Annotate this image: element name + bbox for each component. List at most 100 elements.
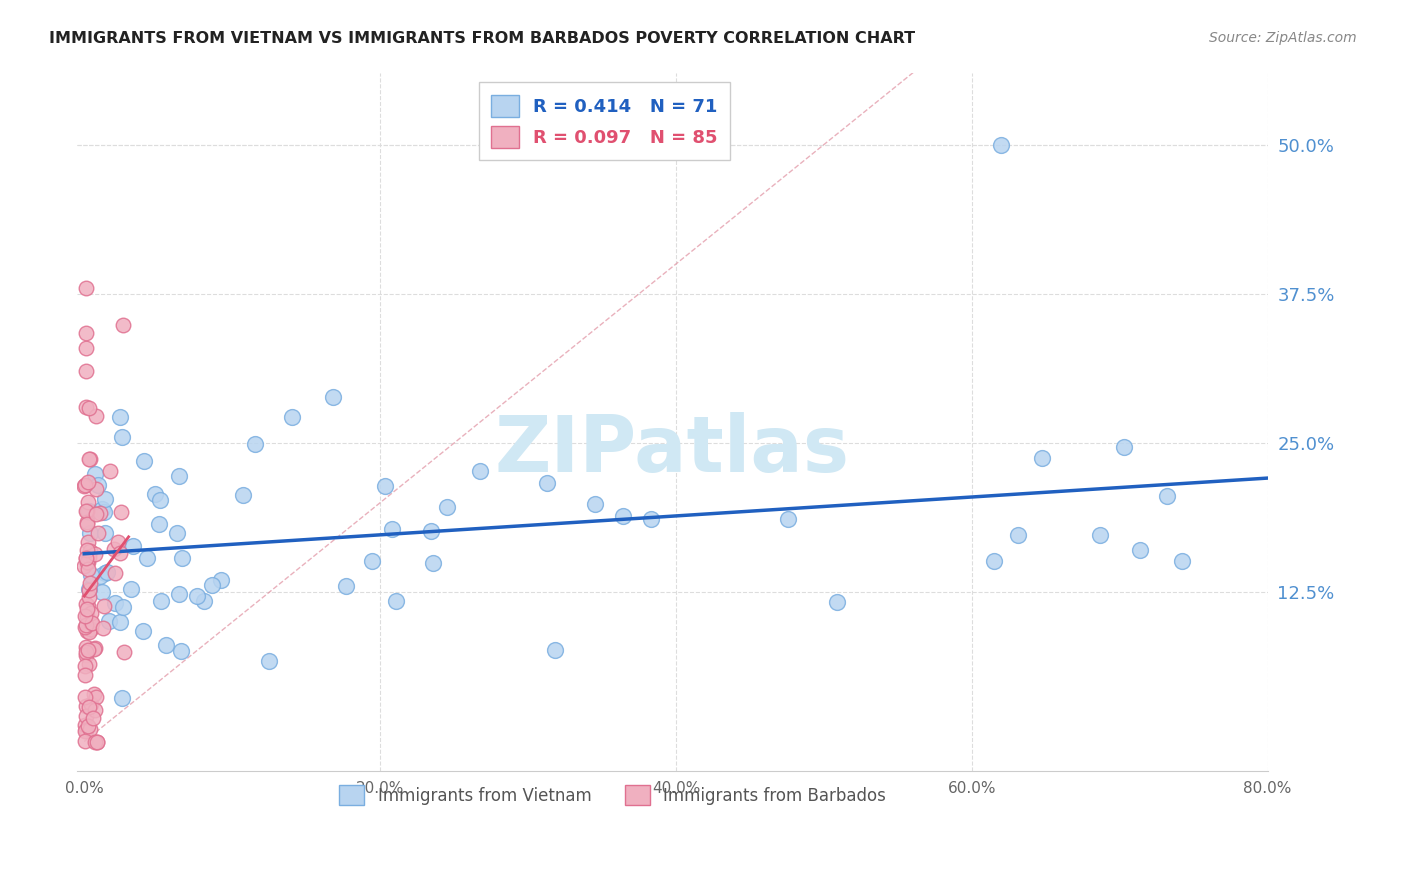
Point bbox=[75, 609, 97, 624]
Point bbox=[94, 566, 117, 580]
Point bbox=[79, 723, 101, 737]
Point bbox=[77, 451, 100, 466]
Point bbox=[193, 594, 215, 608]
Point bbox=[76, 561, 98, 575]
Point bbox=[73, 690, 96, 705]
Point bbox=[110, 505, 132, 519]
Point bbox=[776, 512, 799, 526]
Point bbox=[75, 281, 97, 295]
Point bbox=[79, 451, 101, 466]
Point bbox=[107, 534, 129, 549]
Point bbox=[170, 644, 193, 658]
Point bbox=[1171, 554, 1194, 568]
Point bbox=[468, 464, 491, 478]
Point bbox=[209, 573, 232, 587]
Point bbox=[75, 550, 97, 565]
Point bbox=[166, 526, 188, 541]
Point bbox=[75, 326, 97, 340]
Point bbox=[84, 734, 107, 748]
Point bbox=[121, 539, 143, 553]
Point bbox=[83, 687, 105, 701]
Point bbox=[76, 719, 98, 733]
Point bbox=[172, 550, 194, 565]
Point bbox=[1156, 489, 1178, 503]
Point bbox=[82, 615, 104, 630]
Point bbox=[1090, 528, 1112, 542]
Point bbox=[75, 364, 97, 378]
Point bbox=[76, 555, 98, 569]
Point bbox=[76, 624, 98, 639]
Point bbox=[436, 500, 458, 514]
Point bbox=[75, 401, 97, 415]
Point bbox=[75, 619, 97, 633]
Point bbox=[100, 464, 122, 478]
Point bbox=[84, 482, 107, 496]
Point bbox=[121, 582, 143, 596]
Point bbox=[1114, 440, 1136, 454]
Point bbox=[77, 583, 100, 598]
Point bbox=[149, 492, 172, 507]
Point bbox=[93, 599, 115, 613]
Point bbox=[75, 723, 97, 737]
Point bbox=[75, 341, 97, 355]
Point bbox=[84, 507, 107, 521]
Point bbox=[73, 479, 96, 493]
Point bbox=[91, 620, 114, 634]
Point bbox=[76, 494, 98, 508]
Point bbox=[374, 479, 396, 493]
Point bbox=[89, 569, 111, 583]
Point bbox=[75, 640, 97, 654]
Point bbox=[77, 657, 100, 671]
Point bbox=[93, 505, 115, 519]
Point bbox=[77, 504, 100, 518]
Point bbox=[990, 137, 1012, 152]
Point bbox=[76, 542, 98, 557]
Point bbox=[167, 587, 190, 601]
Point bbox=[73, 559, 96, 574]
Point bbox=[1129, 543, 1152, 558]
Point bbox=[77, 699, 100, 714]
Point bbox=[169, 468, 191, 483]
Point bbox=[90, 585, 112, 599]
Point bbox=[77, 505, 100, 519]
Point bbox=[90, 501, 112, 516]
Point bbox=[73, 718, 96, 732]
Point bbox=[75, 597, 97, 611]
Point bbox=[73, 668, 96, 682]
Point bbox=[583, 497, 606, 511]
Point bbox=[83, 467, 105, 481]
Point bbox=[536, 475, 558, 490]
Point bbox=[75, 551, 97, 566]
Point bbox=[104, 566, 127, 580]
Point bbox=[1031, 451, 1053, 466]
Point bbox=[77, 582, 100, 596]
Point bbox=[103, 541, 125, 556]
Point bbox=[155, 638, 177, 652]
Point bbox=[76, 608, 98, 623]
Point bbox=[86, 734, 108, 748]
Point bbox=[77, 624, 100, 639]
Point bbox=[361, 553, 384, 567]
Point bbox=[80, 606, 103, 620]
Point bbox=[76, 516, 98, 531]
Point bbox=[86, 478, 108, 492]
Point bbox=[84, 547, 107, 561]
Point bbox=[86, 734, 108, 748]
Point bbox=[80, 697, 103, 711]
Point bbox=[79, 575, 101, 590]
Point bbox=[110, 546, 132, 560]
Point bbox=[76, 504, 98, 518]
Point bbox=[79, 590, 101, 604]
Point bbox=[381, 522, 404, 536]
Text: Source: ZipAtlas.com: Source: ZipAtlas.com bbox=[1209, 31, 1357, 45]
Point bbox=[108, 410, 131, 425]
Point bbox=[94, 491, 117, 506]
Point bbox=[89, 506, 111, 520]
Point bbox=[75, 724, 97, 739]
Point bbox=[983, 554, 1005, 568]
Point bbox=[385, 593, 408, 607]
Point bbox=[1007, 528, 1029, 542]
Point bbox=[84, 409, 107, 424]
Point bbox=[79, 549, 101, 564]
Point bbox=[76, 515, 98, 529]
